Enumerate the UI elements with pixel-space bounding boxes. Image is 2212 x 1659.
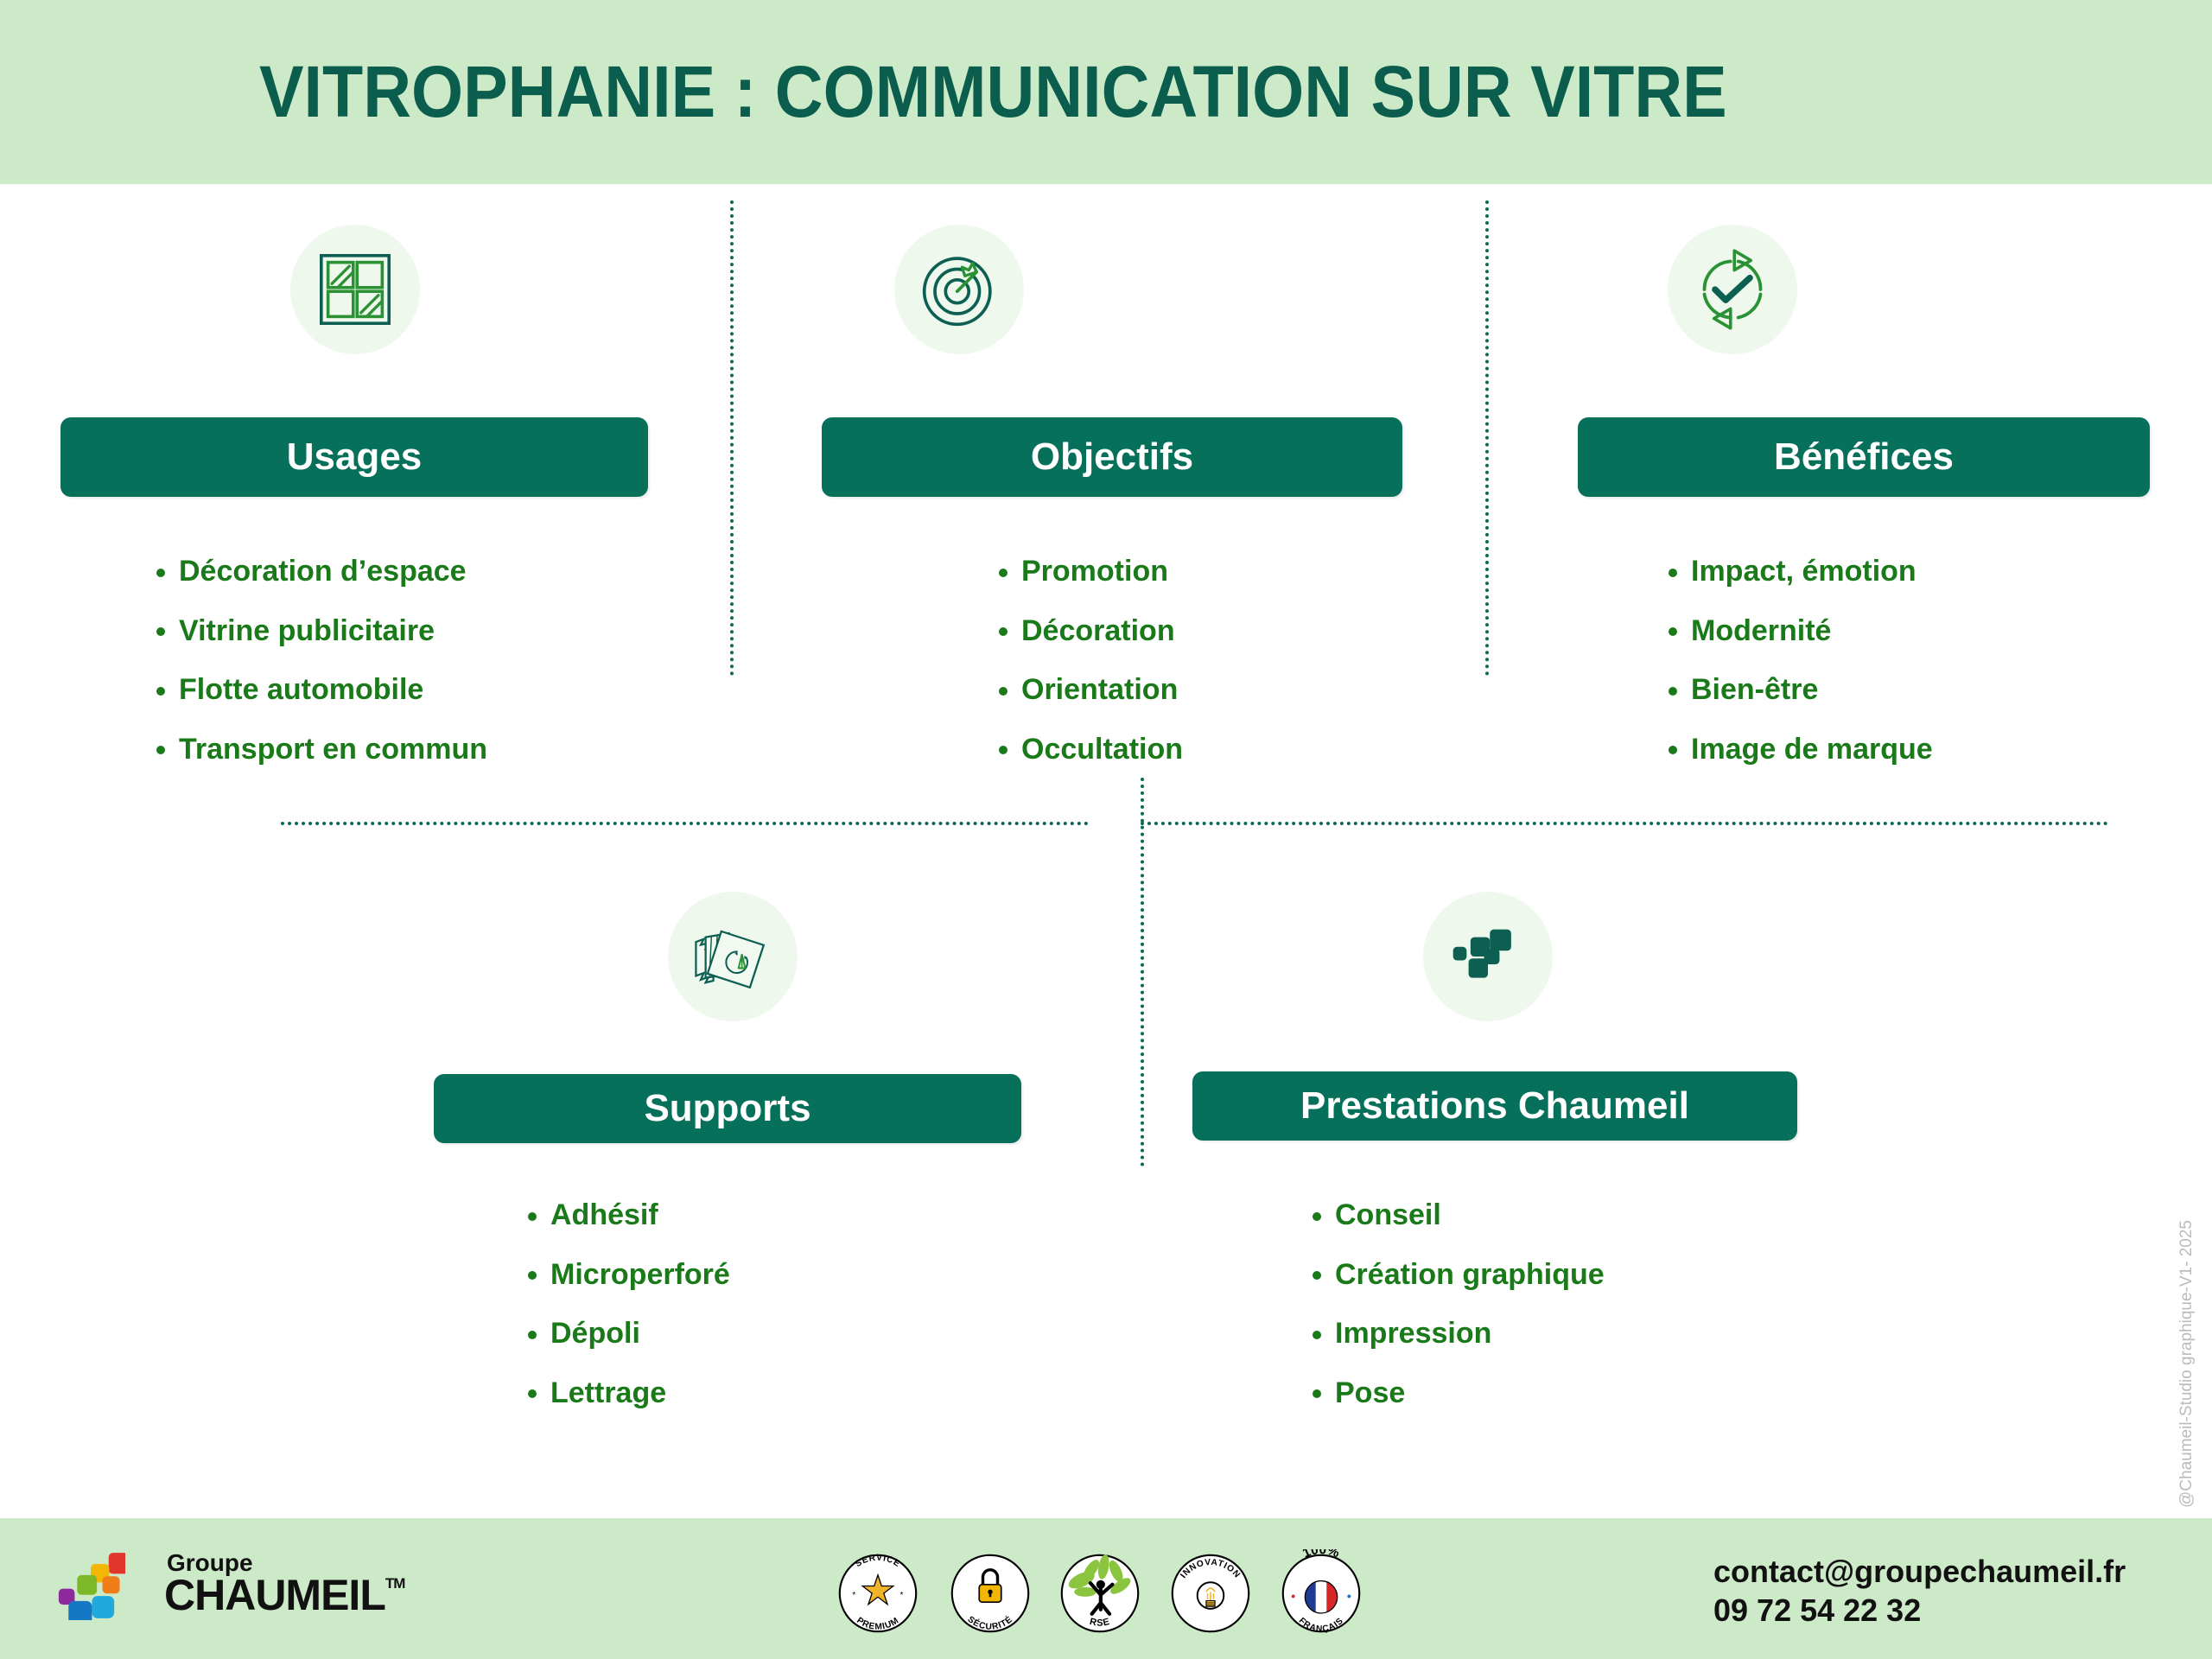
svg-text:RSE: RSE [1089, 1617, 1111, 1629]
svg-text:*: * [852, 1591, 855, 1600]
svg-text:*: * [900, 1591, 904, 1600]
